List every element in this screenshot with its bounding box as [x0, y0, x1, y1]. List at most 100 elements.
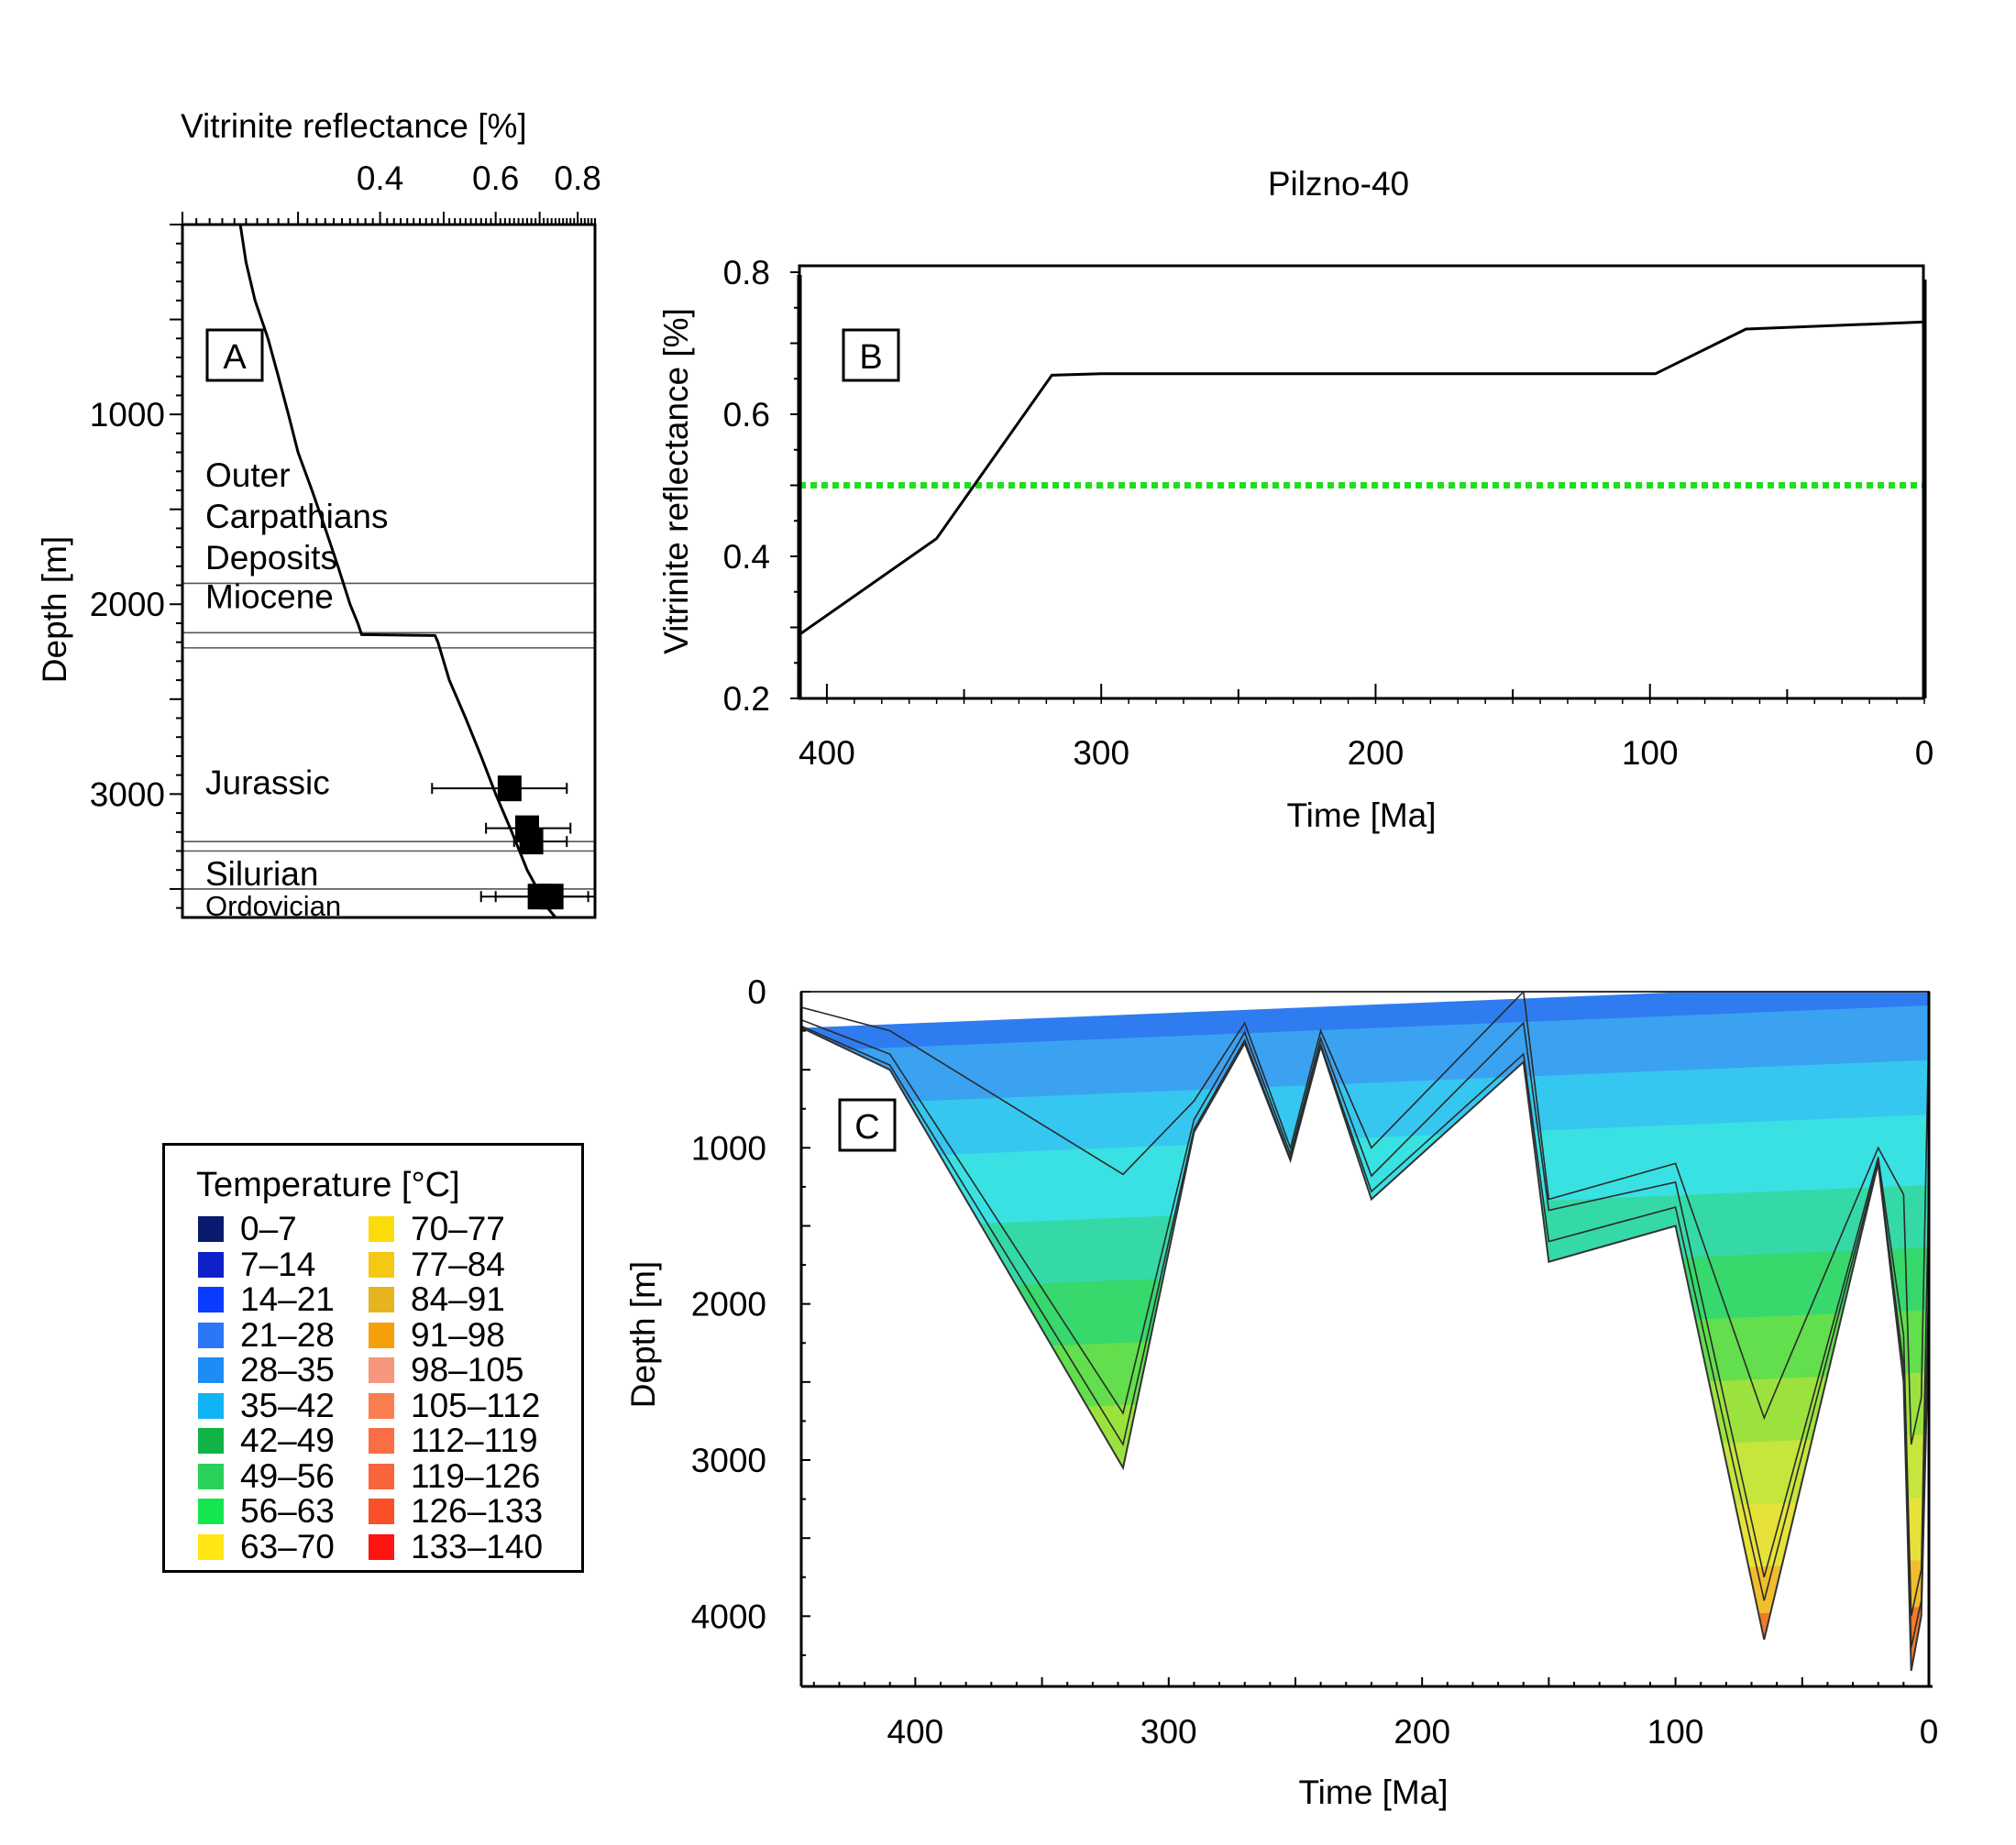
- panel-a-label: A: [223, 338, 247, 377]
- legend-label: 28–35: [240, 1351, 335, 1389]
- panel-a-x-tick-label: 0.8: [554, 159, 600, 197]
- legend-item: 28–35: [198, 1351, 335, 1389]
- panel-c-y-tick-label: 1000: [691, 1129, 766, 1167]
- panel-b-x-tick-label: 300: [1073, 734, 1129, 772]
- panel-a-title: Vitrinite reflectance [%]: [181, 107, 527, 145]
- legend-label: 35–42: [240, 1386, 335, 1424]
- panel-a-formation-label: Carpathians: [205, 498, 389, 535]
- panel-a-ylabel: Depth [m]: [36, 536, 73, 683]
- panel-b-x-tick-label: 0: [1915, 734, 1934, 772]
- legend-swatch: [198, 1392, 224, 1419]
- legend-title: Temperature [°C]: [196, 1166, 460, 1204]
- legend-item: 91–98: [369, 1315, 505, 1354]
- panel-c-y-tick-label: 4000: [691, 1598, 766, 1635]
- legend-label: 42–49: [240, 1422, 335, 1459]
- legend-label: 70–77: [411, 1210, 505, 1247]
- legend-label: 119–126: [411, 1456, 541, 1495]
- panel-b-label-box: [842, 328, 900, 382]
- panel-c-horizon-line: [801, 1018, 1929, 1617]
- panel-c-horizons: [801, 992, 1929, 1648]
- panel-a-frame: [181, 223, 597, 919]
- panel-c-x-tick-label: 300: [1140, 1713, 1197, 1751]
- panel-b-tick-labels: 400 300 200 100 0 0.2 0.4 0.6 0.8: [723, 254, 1934, 772]
- panel-a-formation-label: Miocene: [205, 577, 334, 615]
- panel-a-y-tick-label: 3000: [90, 775, 165, 813]
- panel-c-ylabel: Depth [m]: [624, 1261, 662, 1408]
- legend-item: 0–7: [198, 1210, 297, 1247]
- panel-b-vitrinite-curve: [799, 320, 1925, 636]
- legend-swatch: [369, 1463, 394, 1489]
- legend-label: 7–14: [240, 1245, 316, 1283]
- panel-c-y-tick-label: 0: [747, 973, 766, 1011]
- legend-item: 119–126: [369, 1456, 541, 1495]
- legend-swatch: [369, 1216, 394, 1242]
- panel-b-y-tick-label: 0.2: [723, 680, 770, 718]
- legend-item: 105–112: [369, 1386, 541, 1424]
- legend-item: 84–91: [369, 1280, 505, 1318]
- legend-item: 42–49: [198, 1422, 335, 1459]
- legend-label: 56–63: [240, 1492, 335, 1530]
- legend-item: 7–14: [198, 1245, 316, 1283]
- panel-c-x-tick-label: 100: [1647, 1713, 1704, 1751]
- legend-swatch: [369, 1392, 394, 1419]
- legend-item: 112–119: [369, 1422, 538, 1459]
- panel-c-temperature-band: [801, 1060, 1929, 1162]
- panel-c-label-box: [838, 1098, 897, 1152]
- legend-item: 98–105: [369, 1351, 524, 1389]
- legend-label: 0–7: [240, 1210, 297, 1247]
- panel-c-horizon-line: [801, 1025, 1929, 1648]
- panel-a-formation-label: Jurassic: [205, 763, 330, 801]
- panel-a-vitrinite-depth-profile: Vitrinite reflectance [%] 0.4 0.6 0.8 1000 2…: [36, 107, 601, 922]
- panel-a-x-tick-label: 0.6: [472, 159, 519, 197]
- legend-label: 21–28: [240, 1315, 335, 1354]
- panel-c-x-tick-label: 400: [887, 1713, 944, 1751]
- panel-b-ylabel: Vitrinite reflectance [%]: [657, 308, 695, 654]
- panel-a-measurement-point: [497, 775, 522, 802]
- legend-swatch: [198, 1287, 224, 1312]
- panel-c-y-tick-label: 2000: [691, 1286, 766, 1323]
- panel-a-model-curve: [238, 224, 557, 918]
- legend-swatch: [369, 1499, 394, 1524]
- panel-a-measurement-point: [539, 884, 564, 910]
- legend-swatch: [198, 1216, 224, 1242]
- panel-a-label-box: [205, 328, 264, 382]
- panel-c-temperature-bands: [801, 992, 1929, 1671]
- panel-c-x-tick-label: 0: [1920, 1713, 1939, 1751]
- legend-item: 133–140: [369, 1528, 543, 1565]
- panel-c-temperature-band: [801, 1005, 1929, 1107]
- panel-a-y-tick-label: 2000: [90, 586, 165, 623]
- legend-item: 49–56: [198, 1457, 335, 1495]
- legend-item: 70–77: [369, 1210, 505, 1247]
- panel-c-temperature-band: [801, 1606, 1929, 1671]
- legend-swatch: [198, 1251, 224, 1278]
- legend-label: 77–84: [411, 1245, 505, 1283]
- legend-swatch: [198, 1428, 224, 1454]
- legend-label: 126–133: [411, 1492, 544, 1530]
- panel-c-temperature-band: [801, 992, 1929, 1053]
- panel-c-xlabel: Time [Ma]: [1298, 1774, 1448, 1811]
- panel-a-x-tick-label: 0.4: [357, 159, 403, 197]
- legend-item: 126–133: [369, 1492, 544, 1530]
- legend-item: 77–84: [369, 1245, 505, 1283]
- panel-b-x-tick-label: 100: [1622, 734, 1679, 772]
- panel-a-measurements: [431, 775, 596, 910]
- panel-b-vitrinite-time: Pilzno-40 400 300 200 100 0 0.2 0.4 0.6 0.8 Time…: [657, 165, 1933, 834]
- legend-swatch: [369, 1322, 394, 1348]
- legend-label: 14–21: [240, 1280, 335, 1318]
- legend-swatch: [369, 1428, 394, 1454]
- legend-item: 21–28: [198, 1315, 335, 1354]
- legend-swatch: [198, 1463, 224, 1489]
- legend-label: 63–70: [240, 1527, 335, 1565]
- panel-a-formation-label: Deposits: [205, 539, 337, 577]
- legend-label: 105–112: [411, 1386, 541, 1424]
- legend-label: 98–105: [411, 1351, 524, 1389]
- legend-swatch: [369, 1287, 394, 1312]
- legend-items: 0–7 7–14 14–21 21–28 28–35 35–42 42–49 49–56 56–…: [198, 1210, 583, 1569]
- panel-c-x-tick-label: 200: [1394, 1713, 1450, 1751]
- legend-label: 91–98: [411, 1315, 505, 1354]
- legend-item: 35–42: [198, 1386, 335, 1424]
